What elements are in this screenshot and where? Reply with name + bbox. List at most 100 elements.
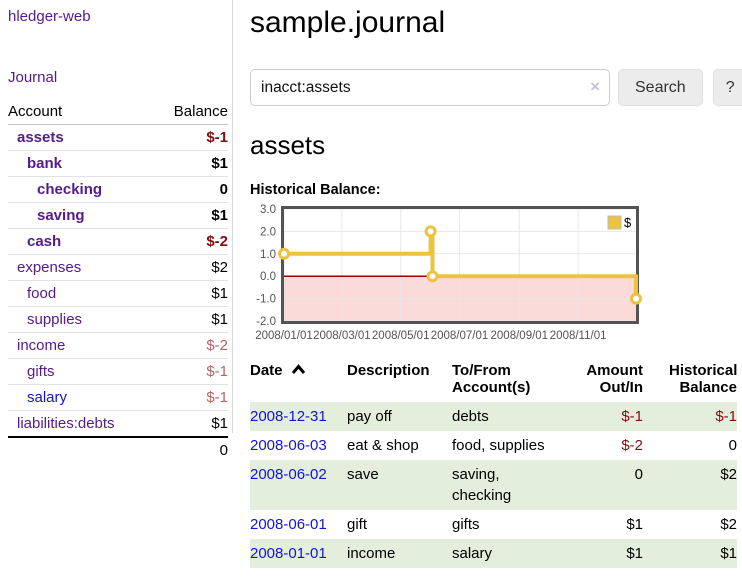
y-tick-label: 0.0 [260, 271, 276, 283]
sidebar-item-journal[interactable]: Journal [8, 69, 58, 86]
description-cell: eat & shop [347, 437, 419, 454]
transaction-date-link[interactable]: 2008-12-31 [250, 408, 327, 425]
account-link-salary[interactable]: salary [27, 389, 68, 406]
account-link-food[interactable]: food [27, 285, 57, 302]
account-link-liabilities-debts[interactable]: liabilities:debts [17, 415, 115, 432]
accounts-cell: gifts [452, 516, 480, 533]
transaction-row: 2008-06-02 save saving, checking 0 $2 [250, 460, 737, 510]
account-heading: assets [250, 130, 326, 160]
account-total-row: 0 [8, 438, 228, 463]
accounts-cell: salary [452, 545, 493, 562]
chart-container: 3.0 2.0 1.0 0.0 -1.0 -2.0 2008/01/01 2008/03/01… [250, 204, 742, 344]
account-row: liabilities:debts $1 [8, 411, 228, 438]
search-input-wrap: × [250, 69, 610, 106]
help-button[interactable]: ? [712, 69, 742, 106]
account-row: income $-2 [8, 333, 228, 359]
amount-cell: $-1 [621, 408, 643, 425]
account-total-value: 0 [219, 442, 228, 459]
transaction-row: 2008-12-31 pay off debts $-1 $-1 [250, 402, 737, 431]
account-balance: $-2 [206, 337, 228, 354]
account-link-cash[interactable]: cash [27, 233, 62, 250]
account-row: cash $-2 [8, 229, 228, 255]
x-tick-label: 2008/03/01 [313, 330, 371, 342]
legend-label: $ [624, 215, 632, 230]
amount-cell: $1 [626, 516, 643, 533]
account-row: gifts $-1 [8, 359, 228, 385]
account-table-header: Account Balance [8, 100, 228, 125]
account-balance: 0 [219, 181, 228, 198]
amount-cell: $1 [626, 545, 643, 562]
amount-header: Amount Out/In [586, 362, 643, 396]
brand-link[interactable]: hledger-web [8, 8, 91, 25]
accounts-header: To/From Account(s) [452, 362, 531, 396]
legend-swatch [607, 215, 622, 230]
account-balance: $-2 [206, 233, 228, 250]
x-tick-label: 2008/11/01 [550, 330, 607, 342]
account-balance: $1 [211, 207, 228, 224]
account-balance: $1 [211, 415, 228, 432]
description-cell: save [347, 466, 379, 483]
x-tick-label: 2008/07/01 [431, 330, 489, 342]
transaction-date-link[interactable]: 2008-06-01 [250, 516, 327, 533]
balance-column-header: Balance [173, 103, 228, 120]
transaction-row: 2008-06-03 eat & shop food, supplies $-2 0 [250, 431, 737, 460]
account-rows: assets $-1 bank $1 checking 0 saving $1 cash $-2 e… [8, 125, 228, 438]
date-cell[interactable]: 2008-06-03 [250, 431, 347, 460]
data-point-marker [278, 247, 290, 260]
transaction-date-link[interactable]: 2008-01-01 [250, 545, 327, 562]
data-point-marker [426, 270, 439, 283]
account-row: saving $1 [8, 203, 228, 229]
date-sort-header[interactable]: Date [250, 360, 347, 402]
sidebar: hledger-web Journal Account Balance asse… [0, 0, 233, 568]
account-balance: $-1 [206, 389, 228, 406]
register-table: Date Description To/From Account(s) Amou… [250, 360, 737, 568]
search-input[interactable] [250, 69, 610, 106]
register-header-row: Date Description To/From Account(s) Amou… [250, 360, 737, 402]
search-button[interactable]: Search [618, 69, 703, 106]
accounts-cell: saving, checking [452, 466, 512, 504]
x-tick-label: 2008/05/01 [372, 330, 430, 342]
account-row: expenses $2 [8, 255, 228, 281]
account-balance: $1 [211, 285, 228, 302]
accounts-cell: debts [452, 408, 489, 425]
account-balance: $-1 [206, 363, 228, 380]
balance-chart: 3.0 2.0 1.0 0.0 -1.0 -2.0 2008/01/01 2008/03/01… [255, 204, 642, 342]
account-link-supplies[interactable]: supplies [27, 311, 83, 328]
account-link-income[interactable]: income [17, 337, 66, 354]
accounts-cell: food, supplies [452, 437, 545, 454]
account-link-expenses[interactable]: expenses [17, 259, 82, 276]
y-tick-label: 1.0 [260, 249, 276, 261]
account-balance-table: Account Balance assets $-1 bank $1 checking 0… [8, 100, 228, 463]
date-header-label: Date [250, 362, 283, 379]
y-tick-label: -1.0 [256, 294, 276, 306]
account-link-checking[interactable]: checking [37, 181, 103, 198]
account-balance: $1 [211, 155, 228, 172]
data-point-marker [630, 292, 642, 305]
x-tick-label: 2008/01/01 [255, 330, 313, 342]
transaction-date-link[interactable]: 2008-06-02 [250, 466, 327, 483]
account-row: checking 0 [8, 177, 228, 203]
date-cell[interactable]: 2008-06-02 [250, 460, 347, 510]
y-tick-label: 3.0 [260, 204, 276, 216]
description-cell: income [347, 545, 396, 562]
page-title: sample.journal [250, 6, 446, 39]
transaction-row: 2008-06-01 gift gifts $1 $2 [250, 510, 737, 539]
account-balance: $2 [211, 259, 228, 276]
account-link-assets[interactable]: assets [17, 129, 64, 146]
date-cell[interactable]: 2008-01-01 [250, 539, 347, 568]
account-link-gifts[interactable]: gifts [27, 363, 55, 380]
app-window: hledger-web Journal Account Balance asse… [0, 0, 742, 568]
date-cell[interactable]: 2008-06-01 [250, 510, 347, 539]
transaction-date-link[interactable]: 2008-06-03 [250, 437, 327, 454]
date-cell[interactable]: 2008-12-31 [250, 402, 347, 431]
account-row: bank $1 [8, 151, 228, 177]
balance-header: Historical Balance [669, 362, 738, 396]
clear-search-icon[interactable]: × [590, 76, 600, 96]
account-row: supplies $1 [8, 307, 228, 333]
transaction-row: 2008-01-01 income salary $1 $1 [250, 539, 737, 568]
amount-cell: $-2 [621, 437, 643, 454]
account-link-saving[interactable]: saving [37, 207, 85, 224]
account-link-bank[interactable]: bank [27, 155, 63, 172]
balance-cell: $2 [720, 516, 737, 533]
balance-cell: $2 [720, 466, 737, 483]
